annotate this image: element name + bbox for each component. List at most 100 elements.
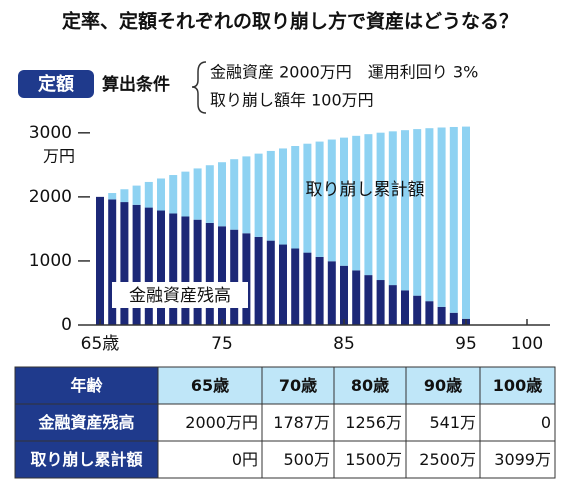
bar — [303, 252, 312, 325]
bar — [449, 126, 458, 313]
bar — [157, 210, 165, 325]
bar — [254, 236, 263, 325]
bar — [425, 301, 434, 325]
bar — [315, 141, 324, 257]
bar — [218, 162, 226, 227]
bar — [401, 290, 409, 325]
cell-text: 541万 — [429, 413, 476, 432]
bar — [327, 261, 336, 325]
brace — [191, 61, 207, 114]
cell-text: 80歳 — [351, 376, 389, 395]
y-unit: 万円 — [43, 147, 75, 166]
bar — [120, 189, 129, 203]
bar — [352, 270, 361, 325]
cell-text: 1256万 — [345, 413, 402, 432]
bar — [388, 285, 397, 325]
series-label: 取り崩し累計額 — [306, 180, 425, 200]
bar — [303, 143, 312, 253]
bar — [96, 196, 104, 325]
cell-text: 1787万 — [273, 413, 330, 432]
bar — [169, 213, 178, 325]
bar — [364, 275, 373, 325]
title: 定率、定額それぞれの取り崩し方で資産はどうなる？ — [62, 10, 518, 33]
label-bg — [112, 282, 248, 308]
cell-text: 年齢 — [70, 376, 103, 395]
cell — [157, 366, 263, 405]
bar — [352, 135, 361, 271]
x-tick-label: 100 — [511, 334, 543, 354]
cell-text: 500万 — [283, 450, 330, 469]
bar — [157, 178, 165, 211]
bar — [364, 134, 373, 276]
bar — [218, 226, 226, 325]
bar — [437, 306, 446, 325]
bar — [291, 146, 300, 249]
bar — [230, 229, 239, 325]
bar — [132, 204, 141, 325]
bar — [120, 202, 129, 325]
cell — [157, 440, 263, 479]
bar — [242, 233, 251, 325]
bar — [437, 127, 446, 307]
cell — [405, 440, 481, 479]
bar — [291, 248, 300, 325]
bar — [340, 265, 348, 325]
cell-text: 0 — [541, 413, 551, 432]
cell-text: 金融資産残高 — [37, 413, 134, 432]
bar — [205, 222, 214, 325]
cell — [479, 440, 556, 479]
bar — [193, 219, 202, 325]
bar — [242, 156, 251, 234]
x-tick-label: 85 — [333, 334, 355, 354]
series-label: 金融資産残高 — [129, 286, 231, 306]
cell-text: 2500万 — [419, 450, 476, 469]
conditions-label: 算出条件 — [101, 74, 170, 95]
bar — [340, 137, 348, 266]
cell-text: 取り崩し累計額 — [30, 450, 142, 469]
bar — [376, 280, 385, 325]
bar — [266, 240, 275, 325]
bar — [132, 185, 141, 205]
cell-text: 0円 — [232, 450, 258, 469]
bar — [108, 193, 117, 200]
cell — [14, 440, 159, 479]
cell-text: 90歳 — [424, 376, 462, 395]
y-tick-label: 1000 — [29, 251, 72, 271]
cell-text: 1500万 — [345, 450, 402, 469]
badge-bg — [18, 70, 94, 98]
bar — [413, 295, 422, 325]
bar — [413, 129, 422, 296]
bar — [425, 128, 434, 302]
bar — [279, 244, 287, 325]
bar — [108, 199, 117, 325]
cell — [261, 440, 335, 479]
bar — [181, 216, 190, 325]
bar — [376, 132, 385, 281]
cell — [157, 403, 263, 442]
bar — [449, 312, 458, 325]
bar — [193, 168, 202, 220]
cell-text: 65歳 — [191, 376, 229, 395]
x-tick-label: 65歳 — [81, 334, 120, 354]
y-tick-label: 3000 — [29, 123, 72, 143]
cell-text: 70歳 — [279, 376, 317, 395]
bar — [169, 175, 178, 214]
cell — [479, 366, 556, 405]
bar — [205, 165, 214, 223]
cell-text: 3099万 — [494, 450, 551, 469]
cell — [333, 366, 407, 405]
bar — [279, 148, 287, 245]
bar — [230, 159, 239, 230]
bar — [144, 181, 153, 208]
chart: 0 1000 2000 3000 万円 65歳 75 85 95 100 金融資産残高 取り崩し累計額 — [29, 123, 550, 354]
bar — [254, 153, 263, 237]
cell-text: 2000万円 — [185, 413, 258, 432]
x-tick-label: 95 — [455, 334, 477, 354]
cell-text: 100歳 — [493, 376, 542, 395]
bar — [462, 126, 470, 319]
bar — [266, 150, 275, 241]
condition: 金融資産 2000万円 運用利回り 3% — [210, 63, 478, 82]
y-tick-label: 0 — [61, 315, 72, 335]
